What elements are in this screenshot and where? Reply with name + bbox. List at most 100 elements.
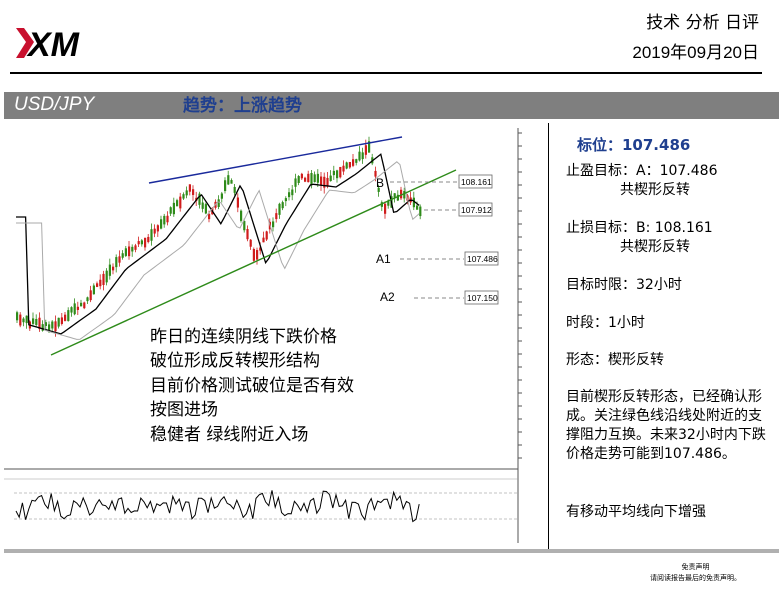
logo-text: XM — [26, 26, 80, 64]
candle-body — [156, 225, 159, 232]
candle-body — [176, 200, 179, 207]
tag-107486: 107.486 — [467, 254, 498, 264]
banner-bar — [4, 92, 779, 119]
candle-body — [272, 221, 275, 228]
candle-body — [227, 175, 230, 185]
candle-body — [320, 176, 323, 186]
candle-body — [208, 213, 211, 220]
disclaimer-title: 免责声明 — [681, 563, 710, 571]
candle-body — [393, 193, 396, 198]
candle-body — [240, 210, 243, 221]
candle-body — [419, 206, 422, 217]
candle-body — [179, 196, 182, 209]
candle-body — [233, 186, 236, 193]
candle-body — [377, 187, 380, 192]
candle-body — [76, 306, 79, 310]
take-profit: 止盈目标：A：107.486 — [566, 163, 718, 179]
candle-body — [83, 302, 86, 309]
candle-body — [89, 290, 92, 301]
candle-body — [153, 228, 156, 234]
analysis-text: 目前楔形反转形态，已经确认形成。关注绿色线沿线处附近的支撑阻力互换。未来32小时… — [566, 389, 766, 462]
candle-body — [64, 314, 67, 321]
timeframe: 时段：1小时 — [566, 315, 645, 331]
candle-body — [137, 241, 140, 245]
chart-svg: 108.161 107.912 107.486 107.150 B A1 A2 — [4, 123, 546, 551]
target-price: 标位：107.486 — [577, 136, 691, 154]
candle-body — [416, 205, 419, 210]
candle-body — [345, 162, 348, 169]
candle-body — [252, 248, 255, 261]
candle-body — [147, 236, 150, 243]
candle-body — [246, 229, 249, 240]
candle-body — [80, 302, 83, 307]
candle-body — [304, 177, 307, 182]
candle-body — [38, 317, 41, 330]
candle-body — [243, 221, 246, 231]
candle-body — [403, 191, 406, 199]
candle-body — [348, 161, 351, 168]
report-title: 技术 分析 日评 — [646, 13, 759, 33]
candle-body — [160, 219, 163, 229]
candle-body — [291, 189, 294, 196]
chart-note-1: 昨日的连续阴线下跌价格 — [150, 327, 337, 347]
candle-body — [281, 202, 284, 209]
ma-note: 有移动平均线向下增强 — [566, 504, 706, 520]
candle-body — [22, 318, 25, 323]
candle-body — [224, 180, 227, 192]
candle-body — [336, 170, 339, 179]
candle-body — [118, 256, 121, 263]
candle-body — [188, 184, 191, 192]
tag-107912: 107.912 — [461, 205, 492, 215]
xm-logo: XM — [14, 20, 124, 66]
candle-body — [144, 237, 147, 248]
bottom-bar — [4, 549, 779, 553]
tag-108161: 108.161 — [461, 177, 492, 187]
chart-note-4: 按图进场 — [150, 400, 218, 420]
candle-body — [48, 324, 51, 331]
candle-body — [236, 197, 239, 208]
candle-body — [25, 315, 28, 324]
candle-body — [108, 264, 111, 276]
candle-body — [86, 297, 89, 302]
candle-body — [19, 314, 22, 326]
upper-trendline — [148, 136, 403, 184]
candle-body — [192, 189, 195, 195]
candle-body — [67, 310, 70, 321]
lower-trendline — [50, 169, 457, 356]
candle-body — [57, 317, 60, 327]
candle-body — [368, 141, 371, 153]
candle-body — [316, 173, 319, 183]
column-divider — [548, 123, 549, 551]
candle-body — [384, 203, 387, 214]
tag-107150: 107.150 — [467, 293, 498, 303]
candle-body — [265, 231, 268, 240]
candle-body — [307, 173, 310, 183]
candle-body — [374, 170, 377, 177]
report-date: 2019年09月20日 — [632, 43, 759, 62]
candle-body — [288, 192, 291, 198]
candle-body — [220, 193, 223, 199]
candle-body — [361, 152, 364, 160]
candle-body — [339, 166, 342, 178]
candle-body — [352, 159, 355, 166]
candle-body — [131, 246, 134, 252]
trend-label: 趋势：上涨趋势 — [183, 96, 302, 116]
candle-body — [329, 175, 332, 182]
candle-body — [297, 176, 300, 183]
candle-body — [134, 245, 137, 250]
candle-body — [169, 207, 172, 214]
candle-body — [185, 190, 188, 196]
candle-body — [172, 202, 175, 215]
stop-loss: 止损目标：B: 108.161 — [566, 220, 713, 236]
candle-body — [182, 194, 185, 199]
candle-body — [121, 253, 124, 258]
candle-body — [294, 178, 297, 187]
candle-body — [54, 321, 57, 332]
candle-body — [163, 215, 166, 225]
candle-body — [96, 283, 99, 287]
candle-body — [166, 215, 169, 223]
candle-body — [201, 202, 204, 209]
candle-body — [51, 321, 54, 329]
chart-note-5: 稳健者 绿线附近入场 — [150, 425, 309, 445]
candle-body — [332, 170, 335, 176]
